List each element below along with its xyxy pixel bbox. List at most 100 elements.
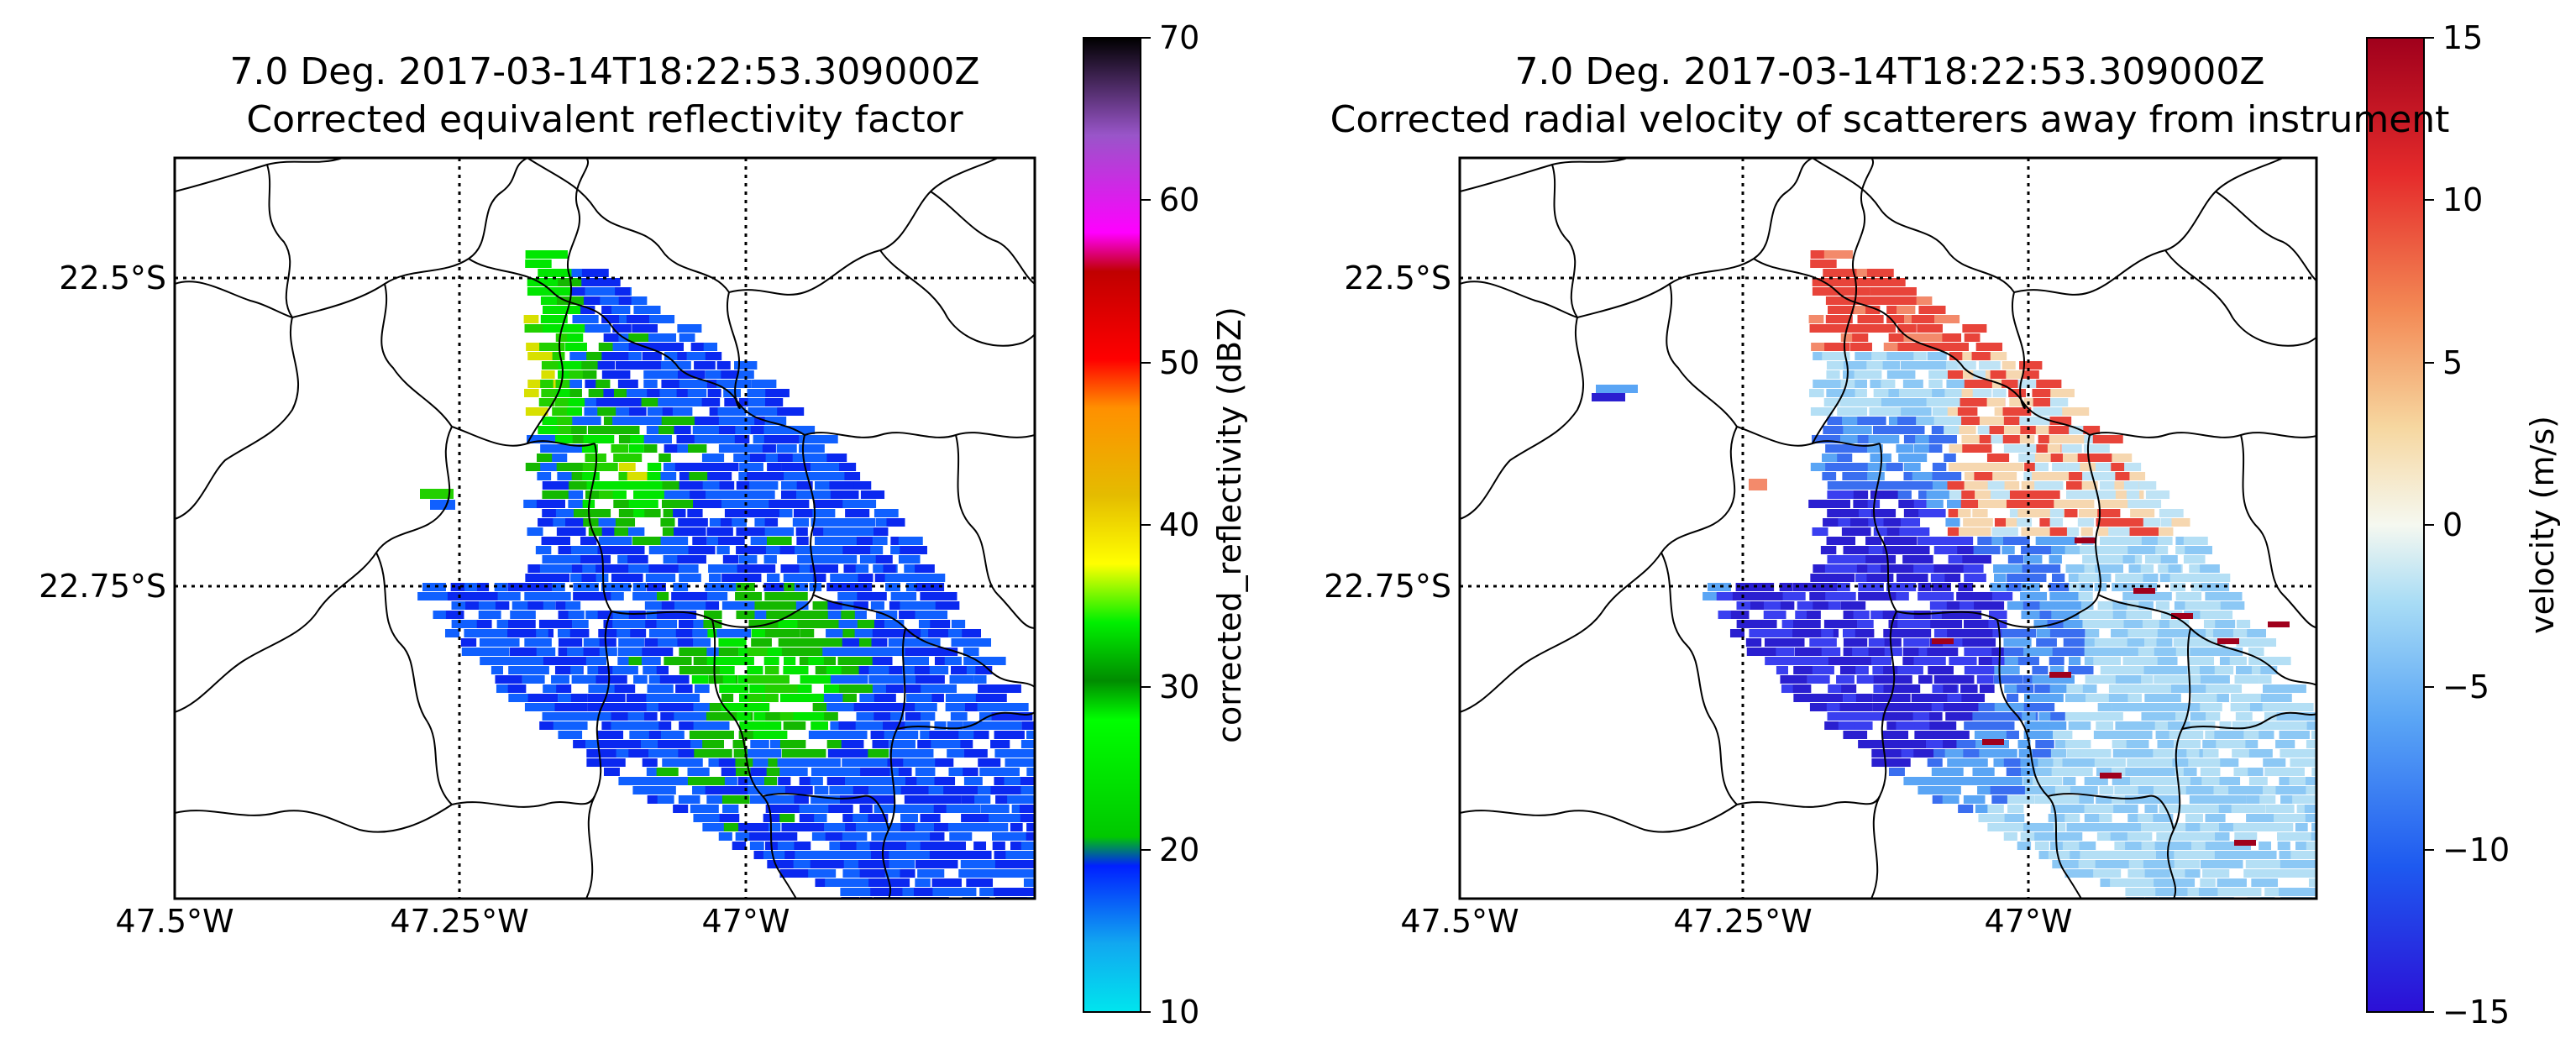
echo-cell [2232, 721, 2248, 730]
echo-cell [793, 592, 808, 600]
echo-cell [554, 490, 571, 499]
echo-cell [2100, 555, 2117, 564]
echo-cell [840, 842, 870, 850]
echo-cell [934, 823, 963, 831]
echo-cell [2219, 823, 2248, 831]
echo-cell [679, 666, 703, 674]
echo-cell [2228, 786, 2253, 794]
echo-cell [538, 620, 559, 628]
echo-cell [1899, 703, 1922, 711]
echo-cell [1947, 343, 1970, 351]
echo-cell [2201, 583, 2230, 591]
echo-cell [2125, 703, 2149, 711]
echo-cell [1843, 731, 1860, 739]
velocity-cbar-tick-5: 5 [2442, 344, 2463, 381]
echo-cell [1870, 287, 1897, 296]
echo-cell [1993, 777, 2020, 785]
echo-cell [2261, 851, 2277, 859]
echo-cell [724, 777, 737, 785]
echo-cell [2084, 444, 2101, 453]
echo-cell [570, 287, 585, 296]
echo-cell [824, 712, 838, 721]
echo-cell [807, 435, 838, 443]
echo-cell [858, 574, 874, 582]
echo-cell [2124, 795, 2146, 804]
echo-cell [1020, 842, 1035, 850]
echo-cell [841, 490, 855, 499]
echo-cell [2175, 768, 2192, 776]
echo-cell [2054, 675, 2075, 684]
echo-cell [749, 842, 764, 850]
echo-cell [2084, 648, 2111, 656]
echo-cell [900, 546, 927, 554]
echo-cell [2007, 555, 2024, 564]
echo-cell [447, 592, 478, 600]
echo-cell [2311, 768, 2316, 776]
echo-cell [539, 343, 564, 351]
echo-cell [1897, 611, 1923, 619]
echo-cell [750, 740, 769, 748]
echo-cell [827, 611, 846, 619]
echo-cell [679, 472, 698, 480]
echo-cell [1854, 481, 1878, 490]
echo-cell [1870, 380, 1887, 388]
echo-cell [2125, 768, 2151, 776]
echo-cell [538, 518, 556, 527]
echo-cell [811, 490, 837, 499]
echo-cell [796, 537, 809, 545]
echo-cell [951, 666, 973, 674]
echo-cell [843, 564, 868, 573]
echo-cell [898, 537, 923, 545]
echo-cell [1960, 629, 1989, 637]
echo-cell [601, 749, 618, 758]
echo-cell [1778, 629, 1798, 637]
echo-cell [1838, 537, 1856, 545]
echo-cell [2308, 749, 2316, 758]
echo-cell [721, 768, 748, 776]
echo-cell [1929, 712, 1943, 721]
echo-cell [822, 648, 843, 656]
echo-cell [764, 592, 785, 600]
echo-cell [2063, 832, 2083, 841]
echo-cell [565, 444, 585, 453]
echo-cell [900, 786, 920, 794]
echo-cell [2175, 648, 2191, 656]
echo-cell [573, 740, 597, 748]
echo-cell [994, 731, 1013, 739]
echo-cell [2185, 823, 2211, 831]
echo-cell [889, 768, 907, 776]
echo-cell [553, 537, 571, 545]
echo-cell [1886, 306, 1906, 314]
echo-cell [601, 463, 618, 471]
echo-cell [2169, 731, 2196, 739]
echo-cell [1941, 620, 1963, 628]
echo-cell [1822, 352, 1839, 360]
echo-cell [1882, 407, 1907, 416]
echo-cell [1973, 380, 2003, 388]
echo-cell [706, 601, 720, 610]
echo-cell [659, 574, 676, 582]
velocity-colorbar-label: velocity (m/s) [2524, 416, 2561, 634]
echo-cell [732, 684, 749, 693]
echo-cell [2080, 601, 2094, 610]
echo-cell [558, 278, 574, 286]
echo-cell [1795, 611, 1807, 619]
echo-cell [2190, 777, 2206, 785]
echo-cell [2017, 842, 2032, 850]
echo-cell [2216, 740, 2240, 748]
echo-cell [2049, 509, 2064, 517]
echo-cell [2079, 758, 2096, 767]
echo-cell [947, 721, 963, 730]
echo-cell [2112, 500, 2138, 508]
echo-cell [1948, 509, 1967, 517]
echo-cell [718, 832, 732, 841]
echo-cell [2114, 842, 2128, 850]
echo-cell [870, 731, 892, 739]
echo-cell [2311, 731, 2316, 739]
echo-cell [660, 731, 685, 739]
echo-cell [1975, 490, 2003, 499]
echo-cell [543, 601, 556, 610]
echo-cell [870, 546, 884, 554]
echo-cell [2079, 842, 2096, 850]
echo-cell [618, 638, 644, 647]
